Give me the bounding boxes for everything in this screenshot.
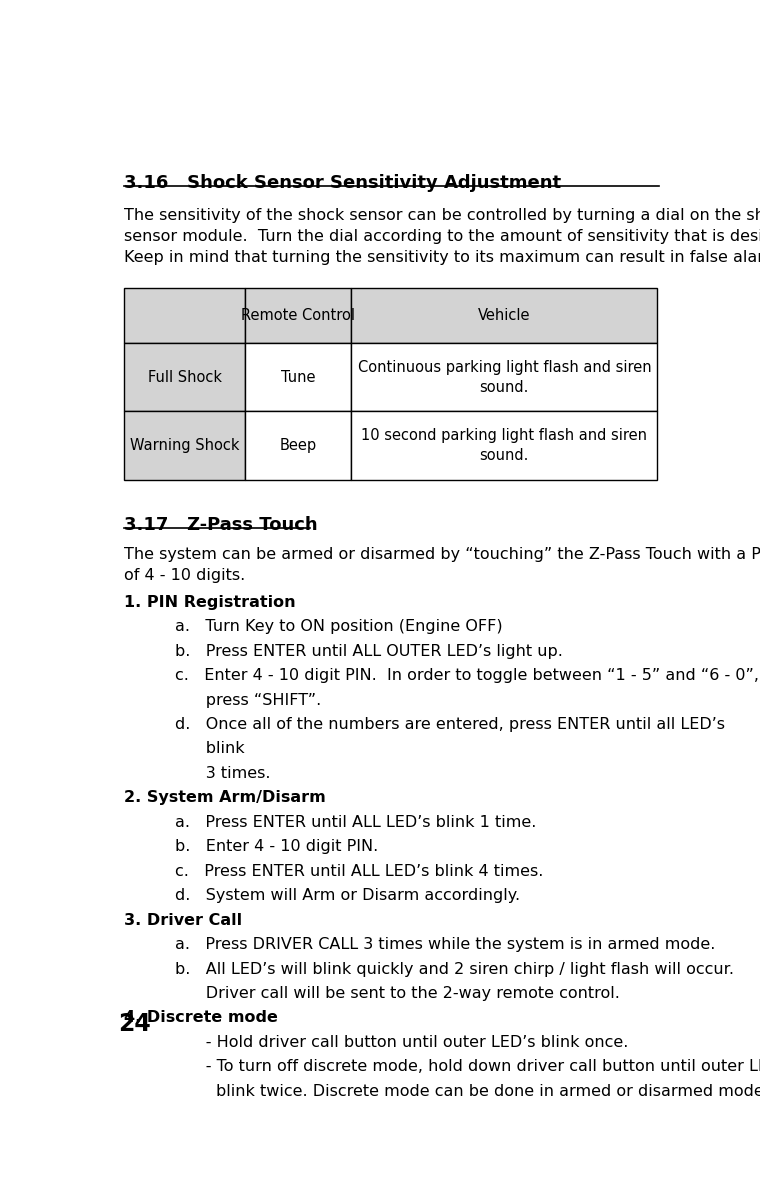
Text: Driver call will be sent to the 2-way remote control.: Driver call will be sent to the 2-way re… [175,986,619,1001]
Text: Warning Shock: Warning Shock [130,438,239,453]
Text: Beep: Beep [280,438,317,453]
Bar [351,411,657,480]
Text: Tune: Tune [281,370,315,385]
Text: - To turn off discrete mode, hold down driver call button until outer LED’s: - To turn off discrete mode, hold down d… [175,1059,760,1075]
Text: 3.16   Shock Sensor Sensitivity Adjustment: 3.16 Shock Sensor Sensitivity Adjustment [125,174,562,192]
Bar [245,411,351,480]
Text: a.   Turn Key to ON position (Engine OFF): a. Turn Key to ON position (Engine OFF) [175,620,502,634]
Text: Remote Control: Remote Control [241,308,355,324]
Text: 3.17   Z-Pass Touch: 3.17 Z-Pass Touch [125,517,318,534]
Text: a.   Press ENTER until ALL LED’s blink 1 time.: a. Press ENTER until ALL LED’s blink 1 t… [175,815,536,830]
Text: The sensitivity of the shock sensor can be controlled by turning a dial on the s: The sensitivity of the shock sensor can … [125,207,760,265]
Bar [351,342,657,411]
Bar [125,288,245,342]
Bar [125,342,245,411]
Text: Continuous parking light flash and siren
sound.: Continuous parking light flash and siren… [357,360,651,395]
Text: a.   Press DRIVER CALL 3 times while the system is in armed mode.: a. Press DRIVER CALL 3 times while the s… [175,937,715,952]
Text: d.   System will Arm or Disarm accordingly.: d. System will Arm or Disarm accordingly… [175,889,520,903]
Text: 3. Driver Call: 3. Driver Call [125,912,242,928]
Bar [245,288,351,342]
Text: 24: 24 [119,1012,151,1037]
Bar [125,411,245,480]
Text: 3 times.: 3 times. [175,766,270,781]
Text: c.   Press ENTER until ALL LED’s blink 4 times.: c. Press ENTER until ALL LED’s blink 4 t… [175,864,543,879]
Text: b.   Enter 4 - 10 digit PIN.: b. Enter 4 - 10 digit PIN. [175,839,378,854]
Text: 2. System Arm/Disarm: 2. System Arm/Disarm [125,790,326,806]
Text: The system can be armed or disarmed by “touching” the Z-Pass Touch with a PIN
of: The system can be armed or disarmed by “… [125,547,760,583]
Text: blink: blink [175,742,244,756]
Text: 1. PIN Registration: 1. PIN Registration [125,595,296,610]
Text: Full Shock: Full Shock [148,370,222,385]
Text: blink twice. Discrete mode can be done in armed or disarmed mode.: blink twice. Discrete mode can be done i… [175,1084,760,1098]
Text: c.   Enter 4 - 10 digit PIN.  In order to toggle between “1 - 5” and “6 - 0”,: c. Enter 4 - 10 digit PIN. In order to t… [175,668,758,683]
Text: - Hold driver call button until outer LED’s blink once.: - Hold driver call button until outer LE… [175,1035,628,1050]
Bar [351,288,657,342]
Bar [245,342,351,411]
Text: 4. Discrete mode: 4. Discrete mode [125,1011,278,1025]
Text: 10 second parking light flash and siren
sound.: 10 second parking light flash and siren … [361,428,648,463]
Text: b.   All LED’s will blink quickly and 2 siren chirp / light flash will occur.: b. All LED’s will blink quickly and 2 si… [175,961,733,976]
Text: press “SHIFT”.: press “SHIFT”. [175,692,321,707]
Text: d.   Once all of the numbers are entered, press ENTER until all LED’s: d. Once all of the numbers are entered, … [175,717,724,732]
Text: b.   Press ENTER until ALL OUTER LED’s light up.: b. Press ENTER until ALL OUTER LED’s lig… [175,643,562,659]
Text: Vehicle: Vehicle [478,308,530,324]
